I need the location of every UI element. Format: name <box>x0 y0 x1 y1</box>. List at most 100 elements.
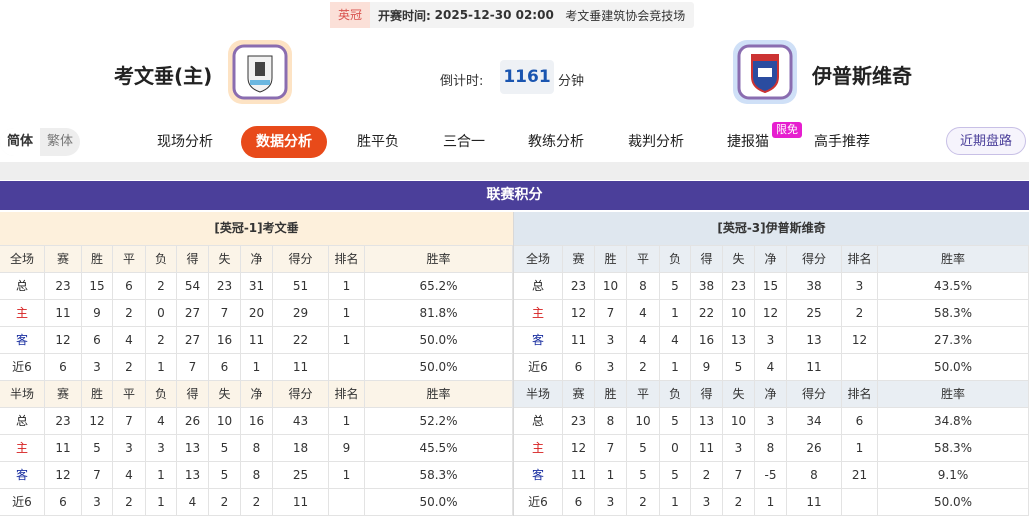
stat-cell: 12 <box>82 408 113 434</box>
data-row: 客 12 7 4 1 13 5 8 25 1 58.3% <box>0 462 513 489</box>
stat-cell: 7 <box>723 462 755 488</box>
stat-cell: 2 <box>113 300 146 326</box>
stat-cell: 22 <box>273 327 329 353</box>
badge: 限免 <box>772 122 802 138</box>
header-row: 半场赛胜平负得失净得分 排名 胜率 <box>0 381 513 408</box>
stat-cell: 5 <box>723 354 755 380</box>
data-row: 主 11 5 3 3 13 5 8 18 9 45.5% <box>0 435 513 462</box>
column-header: 半场 <box>0 381 45 407</box>
nav-tab[interactable]: 现场分析 <box>157 134 213 150</box>
stat-cell: 65.2% <box>365 273 513 299</box>
column-header: 平 <box>113 246 146 272</box>
stat-cell: 16 <box>241 408 273 434</box>
stat-cell: 50.0% <box>365 489 513 515</box>
stat-cell: 15 <box>82 273 113 299</box>
stat-cell <box>842 354 878 380</box>
recent-button[interactable]: 近期盘路 <box>946 127 1026 155</box>
column-header: 赛 <box>45 381 82 407</box>
stat-cell: 3 <box>842 273 878 299</box>
stat-cell: 23 <box>45 273 82 299</box>
home-team[interactable]: 考文垂(主) <box>114 64 213 88</box>
data-row: 主 12 7 4 1 22 10 12 25 2 58.3% <box>514 300 1029 327</box>
row-label: 总 <box>0 408 45 434</box>
row-label: 客 <box>514 327 563 353</box>
stat-cell: 8 <box>755 435 787 461</box>
nav-tab[interactable]: 高手推荐 <box>814 134 870 150</box>
stat-cell: 9 <box>82 300 113 326</box>
stat-cell: 23 <box>563 408 595 434</box>
column-header: 排名 <box>842 381 878 407</box>
row-label: 近6 <box>514 489 563 515</box>
stat-cell: 5 <box>660 273 691 299</box>
column-header: 胜率 <box>365 381 513 407</box>
stat-cell: 11 <box>45 300 82 326</box>
column-header: 全场 <box>514 246 563 272</box>
column-header: 得 <box>177 381 209 407</box>
stat-cell: 10 <box>595 273 627 299</box>
stat-cell: 31 <box>241 273 273 299</box>
stat-cell: 10 <box>627 408 660 434</box>
stat-cell: 18 <box>273 435 329 461</box>
stat-cell: 51 <box>273 273 329 299</box>
stat-cell: 4 <box>627 300 660 326</box>
nav-tab[interactable]: 捷报猫 <box>727 134 769 150</box>
column-header: 得 <box>691 381 723 407</box>
stat-cell: 13 <box>691 408 723 434</box>
column-header: 得分 <box>787 381 842 407</box>
nav-tab[interactable]: 裁判分析 <box>628 134 684 150</box>
lang-option[interactable]: 繁体 <box>46 134 73 149</box>
data-row: 近6 6 3 2 1 7 6 1 11 50.0% <box>0 354 513 381</box>
stat-cell: 4 <box>113 327 146 353</box>
match-info: 英冠 开赛时间: 2025-12-30 02:00 考文垂建筑协会竞技场 <box>330 2 694 28</box>
lang-option[interactable]: 简体 <box>0 128 40 156</box>
stat-cell: 34 <box>787 408 842 434</box>
column-header: 胜 <box>82 246 113 272</box>
stat-cell: 8 <box>241 462 273 488</box>
stat-cell: 15 <box>755 273 787 299</box>
stat-cell: 20 <box>241 300 273 326</box>
stat-cell: 3 <box>723 435 755 461</box>
countdown-label: 倒计时: <box>440 74 484 89</box>
stat-cell: 13 <box>177 462 209 488</box>
nav-tab[interactable]: 胜平负 <box>357 134 399 150</box>
stat-cell: 3 <box>146 435 177 461</box>
stat-cell <box>329 354 365 380</box>
nav-tab[interactable]: 教练分析 <box>528 134 584 150</box>
stat-cell: 25 <box>273 462 329 488</box>
stat-cell: 81.8% <box>365 300 513 326</box>
stat-cell: 11 <box>787 354 842 380</box>
match-time: 2025-12-30 02:00 <box>434 8 554 22</box>
data-row: 总 23 15 6 2 54 23 31 51 1 65.2% <box>0 273 513 300</box>
stat-cell: 4 <box>627 327 660 353</box>
stat-cell: 27.3% <box>878 327 1029 353</box>
stat-cell: 11 <box>563 462 595 488</box>
league-tag: 英冠 <box>330 2 371 28</box>
column-header: 负 <box>660 381 691 407</box>
nav-tab[interactable]: 数据分析 <box>241 126 327 158</box>
stat-cell: 4 <box>755 354 787 380</box>
countdown-unit: 分钟 <box>558 74 585 89</box>
column-header: 净 <box>755 381 787 407</box>
stat-cell: 27 <box>177 327 209 353</box>
column-header: 全场 <box>0 246 45 272</box>
stat-cell: 6 <box>209 354 241 380</box>
stat-cell: 2 <box>146 273 177 299</box>
column-header: 负 <box>146 381 177 407</box>
away-logo[interactable] <box>733 40 797 104</box>
column-header: 胜率 <box>365 246 513 272</box>
header-row: 半场赛胜平负得失净得分 排名 胜率 <box>514 381 1029 408</box>
nav-tab[interactable]: 三合一 <box>443 134 485 150</box>
row-label: 总 <box>514 273 563 299</box>
stat-cell: 7 <box>595 435 627 461</box>
stat-cell: 5 <box>209 435 241 461</box>
away-team[interactable]: 伊普斯维奇 <box>812 64 912 88</box>
stat-cell: 2 <box>691 462 723 488</box>
home-logo[interactable] <box>228 40 292 104</box>
column-header: 胜 <box>595 381 627 407</box>
stat-cell <box>842 489 878 515</box>
stat-cell: 11 <box>273 354 329 380</box>
stat-cell: 11 <box>563 327 595 353</box>
column-header: 胜 <box>82 381 113 407</box>
stat-cell: 38 <box>787 273 842 299</box>
column-header: 得分 <box>273 381 329 407</box>
